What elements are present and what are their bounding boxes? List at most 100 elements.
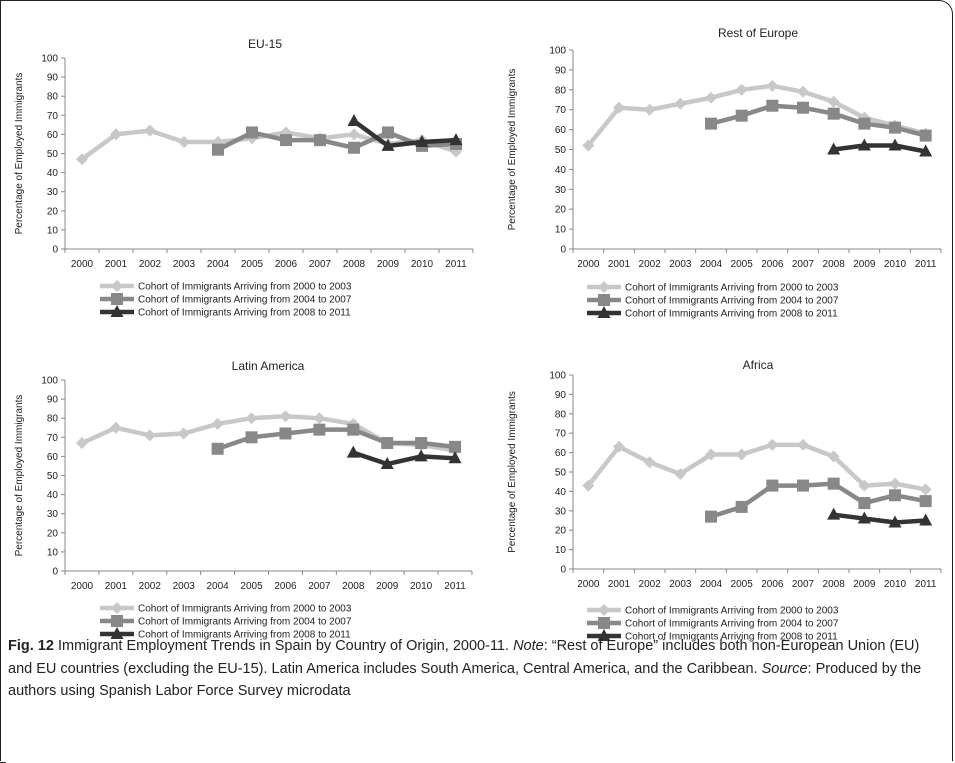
x-tick-label: 2002 (139, 259, 162, 270)
x-tick-label: 2006 (761, 579, 784, 590)
data-point (280, 134, 292, 147)
legend-swatch-marker (598, 617, 610, 629)
y-tick-label: 80 (555, 85, 567, 96)
x-tick-label: 2011 (444, 581, 466, 592)
x-tick-label: 2008 (342, 581, 365, 592)
legend-label: Cohort of Immigrants Arriving from 2000 … (625, 606, 839, 617)
data-point (382, 126, 394, 139)
legend-label: Cohort of Immigrants Arriving from 2000 … (625, 283, 839, 294)
data-point (314, 134, 326, 147)
caption-source-label: Source (761, 660, 808, 677)
data-point (797, 101, 809, 114)
data-point (177, 427, 190, 440)
x-tick-label: 2005 (731, 579, 754, 590)
y-tick-label: 100 (41, 54, 58, 65)
data-point (313, 423, 326, 436)
x-tick-label: 2001 (608, 259, 631, 270)
x-tick-label: 2004 (700, 259, 723, 270)
data-point (919, 144, 933, 157)
x-tick-label: 2001 (105, 259, 128, 270)
legend-swatch-marker (597, 306, 611, 318)
chart-africa: Africa Percentage of Employed Immigrants 0… (507, 358, 942, 643)
y-tick-label: 30 (47, 187, 59, 198)
y-tick-label: 80 (555, 409, 567, 420)
data-point (211, 442, 224, 455)
data-point (246, 126, 258, 139)
x-tick-label: 2006 (761, 259, 784, 270)
series-line (352, 450, 456, 467)
x-tick-label: 2005 (240, 581, 263, 592)
data-point (705, 117, 717, 130)
data-point (889, 121, 901, 134)
data-point (888, 138, 902, 151)
y-tick-label: 30 (555, 185, 567, 196)
x-tick-label: 2008 (823, 579, 846, 590)
legend-label: Cohort of Immigrants Arriving from 2008 … (138, 630, 351, 641)
series-line (352, 119, 457, 149)
y-tick-label: 10 (555, 545, 567, 556)
caption-label: Fig. 12 (8, 638, 54, 654)
x-tick-label: 2003 (173, 259, 196, 270)
series-line (833, 512, 926, 525)
data-point (347, 423, 360, 436)
x-tick-label: 2009 (853, 579, 876, 590)
data-point (858, 479, 871, 492)
y-axis-label: Percentage of Employed Immigrants (14, 73, 25, 235)
data-point (613, 101, 625, 114)
x-tick-label: 2003 (669, 259, 692, 270)
x-tick-label: 2004 (207, 581, 230, 592)
data-point (797, 85, 809, 98)
x-tick-label: 2002 (639, 579, 662, 590)
data-point (766, 79, 779, 92)
y-tick-label: 20 (47, 206, 59, 217)
y-tick-label: 90 (47, 395, 59, 406)
y-axis-label: Percentage of Employed Immigrants (507, 69, 518, 231)
data-point (348, 128, 360, 141)
data-point (857, 138, 871, 151)
data-point (211, 417, 224, 430)
y-tick-label: 40 (555, 487, 567, 498)
y-axis-label: Percentage of Employed Immigrants (14, 395, 25, 557)
caption-note-text: : “Rest of Europe” includes both non-Eur… (8, 638, 920, 677)
x-tick-label: 2009 (377, 259, 400, 270)
y-tick-label: 40 (555, 165, 567, 176)
x-tick-label: 2008 (343, 259, 366, 270)
y-tick-label: 50 (555, 468, 567, 479)
data-point (827, 477, 840, 490)
x-tick-label: 2010 (411, 259, 434, 270)
data-point (346, 445, 360, 458)
y-tick-label: 50 (555, 145, 567, 156)
x-tick-label: 2009 (853, 259, 876, 270)
x-tick-label: 2001 (608, 579, 631, 590)
y-tick-label: 10 (47, 547, 59, 558)
y-tick-label: 90 (555, 65, 567, 76)
legend-label: Cohort of Immigrants Arriving from 2008 … (625, 632, 838, 643)
data-point (348, 141, 360, 154)
data-point (110, 128, 122, 141)
data-point (827, 450, 840, 463)
data-point (766, 99, 779, 112)
y-tick-label: 10 (47, 225, 59, 236)
data-point (415, 437, 428, 450)
caption-title: Immigrant Employment Trends in Spain by … (57, 638, 510, 654)
chart-title: Latin America (232, 359, 305, 373)
data-point (735, 448, 748, 461)
data-point (735, 500, 748, 513)
data-point (643, 456, 656, 469)
data-point (735, 83, 748, 96)
chart-title: EU-15 (248, 37, 282, 51)
caption-source-text: : Produced by the authors using Spanish … (8, 660, 922, 700)
y-tick-label: 70 (47, 433, 59, 444)
x-tick-label: 2011 (445, 259, 467, 270)
legend-swatch-marker (110, 627, 124, 639)
y-tick-label: 100 (549, 371, 566, 382)
x-tick-label: 2007 (308, 581, 331, 592)
x-tick-label: 2003 (173, 581, 196, 592)
x-tick-label: 2007 (309, 259, 332, 270)
data-point (449, 440, 462, 453)
y-tick-label: 0 (560, 245, 566, 256)
y-tick-label: 20 (47, 528, 59, 539)
legend-swatch-marker (598, 294, 610, 306)
data-point (858, 497, 871, 510)
data-point (797, 438, 809, 451)
